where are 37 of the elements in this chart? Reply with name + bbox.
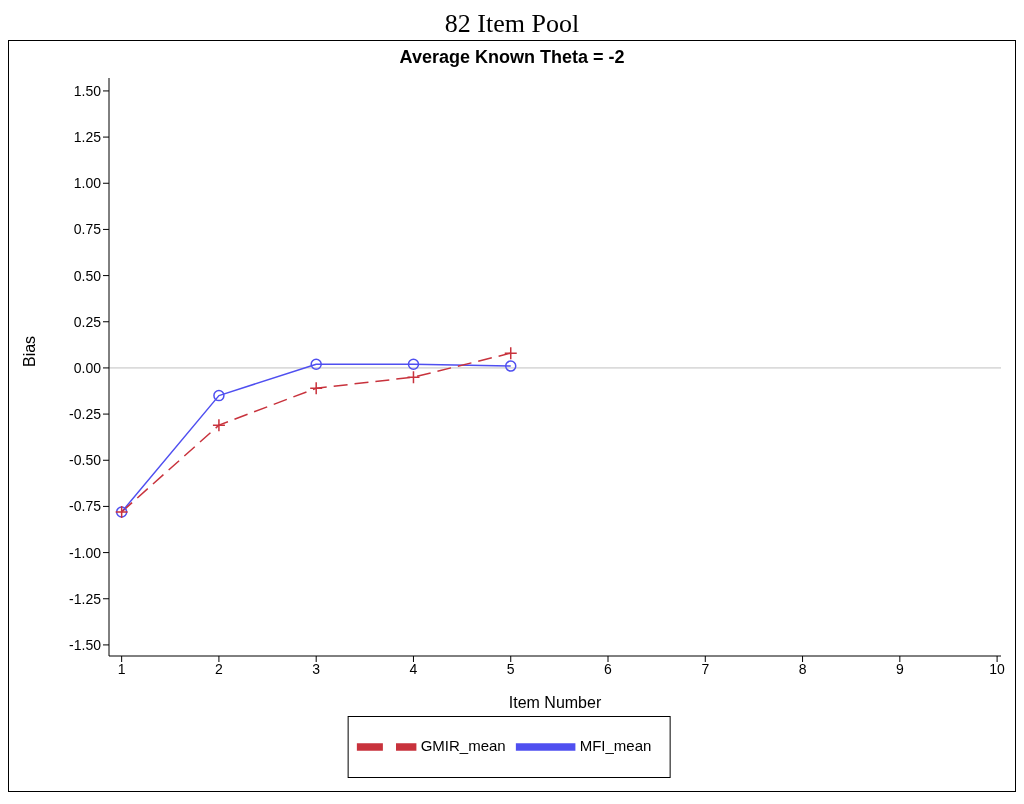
point — [407, 358, 420, 370]
point — [212, 418, 226, 432]
point — [213, 389, 225, 402]
y-tick-label: 1.25 — [73, 129, 102, 146]
x-tick-label: 4 — [409, 660, 418, 677]
x-tick-label: 8 — [798, 660, 807, 677]
x-tick-label: 2 — [215, 660, 224, 677]
x-tick-label: 5 — [506, 660, 515, 677]
y-tick-label: -1.00 — [69, 544, 102, 561]
y-tick-label: -0.75 — [69, 498, 102, 515]
point — [406, 370, 421, 384]
y-axis-title: Bias — [20, 335, 38, 367]
y-tick-label: -1.25 — [69, 590, 102, 607]
x-axis-title: Item Number — [508, 694, 602, 711]
legend-label: MFI_mean — [579, 736, 652, 754]
chart-title: 82 Item Pool — [443, 8, 581, 40]
y-tick-label: -0.50 — [69, 452, 102, 469]
y-tick-label: 1.00 — [73, 175, 102, 192]
legend-label: GMIR_mean — [420, 736, 506, 754]
y-tick-label: 0.25 — [73, 313, 102, 330]
y-tick-label: 0.00 — [73, 359, 102, 376]
y-tick-label: -1.50 — [69, 636, 102, 653]
point — [504, 360, 517, 372]
y-tick-label: 1.50 — [73, 82, 102, 99]
point — [310, 358, 322, 370]
x-tick-label: 6 — [604, 660, 613, 677]
chart-subtitle: Average Known Theta = -2 — [398, 47, 626, 68]
x-tick-label: 3 — [312, 660, 321, 677]
x-tick-label: 9 — [895, 660, 904, 677]
x-tick-label: 10 — [989, 660, 1006, 677]
x-tick-label: 1 — [117, 660, 126, 677]
point — [503, 346, 518, 360]
point — [309, 381, 323, 395]
y-tick-label: -0.25 — [69, 406, 102, 423]
x-tick-label: 7 — [701, 660, 710, 677]
y-tick-label: 0.75 — [73, 221, 102, 238]
y-tick-label: 0.50 — [73, 267, 102, 284]
